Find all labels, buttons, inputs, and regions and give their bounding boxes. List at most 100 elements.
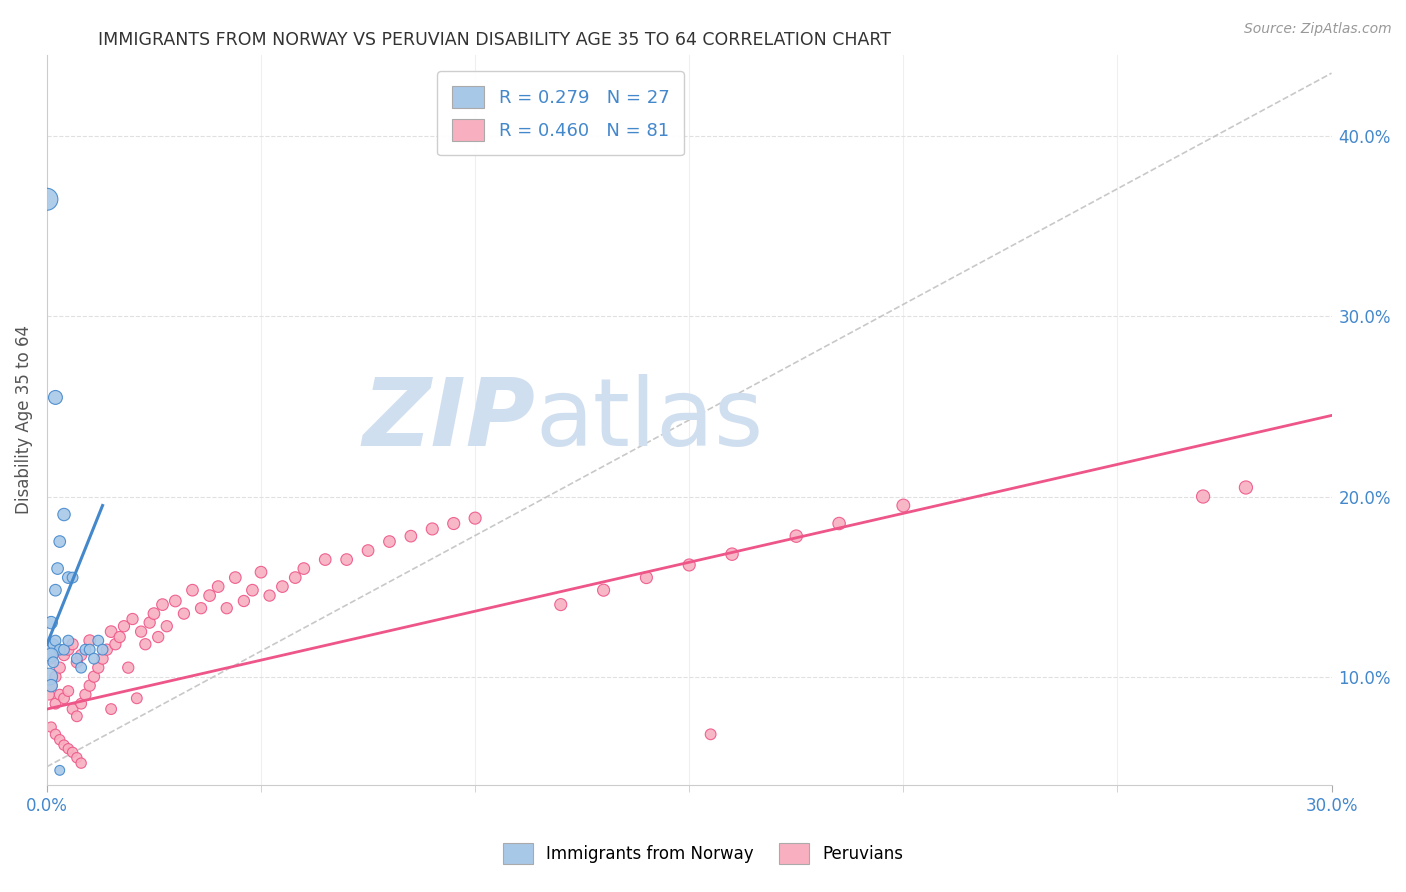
Point	[284, 571, 307, 585]
Point	[125, 691, 148, 706]
Legend: Immigrants from Norway, Peruvians: Immigrants from Norway, Peruvians	[496, 837, 910, 871]
Point	[699, 727, 721, 741]
Point	[79, 633, 101, 648]
Point	[44, 391, 66, 405]
Point	[138, 615, 160, 630]
Point	[75, 642, 97, 657]
Point	[70, 648, 93, 662]
Point	[152, 598, 174, 612]
Point	[53, 738, 76, 752]
Point	[207, 580, 229, 594]
Point	[75, 688, 97, 702]
Point	[828, 516, 851, 531]
Point	[550, 598, 572, 612]
Point	[39, 651, 62, 665]
Point	[134, 637, 156, 651]
Point	[215, 601, 238, 615]
Point	[224, 571, 246, 585]
Point	[91, 651, 114, 665]
Point	[58, 571, 80, 585]
Point	[292, 561, 315, 575]
Point	[66, 709, 89, 723]
Point	[58, 642, 80, 657]
Point	[79, 642, 101, 657]
Point	[100, 624, 122, 639]
Point	[70, 756, 93, 771]
Point	[44, 697, 66, 711]
Point	[357, 543, 380, 558]
Point	[53, 642, 76, 657]
Text: ZIP: ZIP	[363, 374, 536, 466]
Point	[190, 601, 212, 615]
Point	[142, 607, 165, 621]
Point	[44, 583, 66, 598]
Point	[198, 589, 221, 603]
Point	[38, 642, 60, 657]
Y-axis label: Disability Age 35 to 64: Disability Age 35 to 64	[15, 326, 32, 515]
Point	[112, 619, 135, 633]
Point	[66, 651, 89, 665]
Point	[58, 741, 80, 756]
Point	[108, 630, 131, 644]
Point	[121, 612, 143, 626]
Point	[443, 516, 465, 531]
Point	[336, 552, 359, 566]
Point	[70, 697, 93, 711]
Text: IMMIGRANTS FROM NORWAY VS PERUVIAN DISABILITY AGE 35 TO 64 CORRELATION CHART: IMMIGRANTS FROM NORWAY VS PERUVIAN DISAB…	[98, 31, 891, 49]
Point	[42, 655, 65, 669]
Point	[242, 583, 264, 598]
Point	[39, 679, 62, 693]
Point	[636, 571, 658, 585]
Point	[44, 670, 66, 684]
Point	[592, 583, 614, 598]
Point	[250, 565, 273, 579]
Point	[156, 619, 179, 633]
Point	[148, 630, 170, 644]
Point	[1234, 481, 1257, 495]
Point	[38, 688, 60, 702]
Point	[96, 642, 118, 657]
Point	[314, 552, 336, 566]
Point	[44, 727, 66, 741]
Point	[48, 642, 70, 657]
Point	[46, 561, 69, 575]
Point	[678, 558, 700, 572]
Point	[66, 655, 89, 669]
Point	[87, 660, 110, 674]
Point	[38, 670, 60, 684]
Point	[891, 499, 914, 513]
Point	[100, 702, 122, 716]
Point	[58, 684, 80, 698]
Point	[62, 702, 84, 716]
Point	[48, 764, 70, 778]
Point	[39, 648, 62, 662]
Point	[83, 670, 105, 684]
Point	[53, 508, 76, 522]
Point	[39, 615, 62, 630]
Point	[91, 642, 114, 657]
Point	[259, 589, 281, 603]
Point	[79, 679, 101, 693]
Point	[42, 637, 65, 651]
Point	[62, 571, 84, 585]
Point	[378, 534, 401, 549]
Point	[129, 624, 152, 639]
Point	[271, 580, 294, 594]
Point	[165, 594, 187, 608]
Point	[721, 547, 744, 561]
Point	[181, 583, 204, 598]
Point	[70, 660, 93, 674]
Point	[399, 529, 422, 543]
Point	[62, 637, 84, 651]
Point	[420, 522, 443, 536]
Point	[35, 192, 58, 206]
Point	[464, 511, 486, 525]
Point	[48, 688, 70, 702]
Point	[39, 720, 62, 734]
Text: Source: ZipAtlas.com: Source: ZipAtlas.com	[1244, 22, 1392, 37]
Point	[104, 637, 127, 651]
Point	[58, 633, 80, 648]
Point	[53, 691, 76, 706]
Point	[48, 732, 70, 747]
Legend: R = 0.279   N = 27, R = 0.460   N = 81: R = 0.279 N = 27, R = 0.460 N = 81	[437, 71, 685, 155]
